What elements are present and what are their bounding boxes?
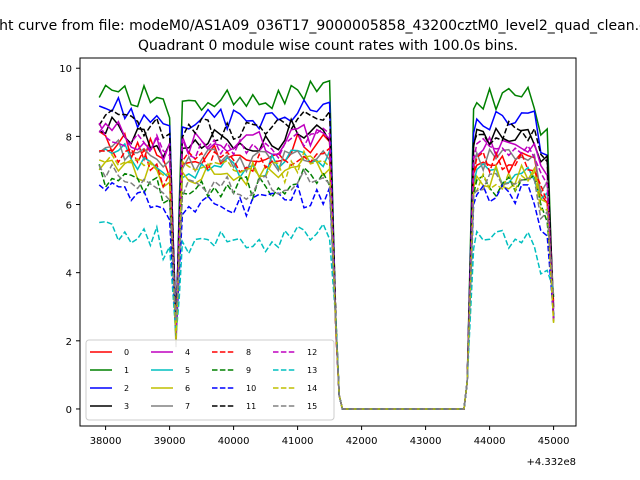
y-tick-label: 6	[66, 201, 72, 212]
legend-label-4: 4	[185, 348, 190, 357]
legend-box	[85, 339, 335, 421]
legend-label-3: 3	[124, 402, 129, 411]
series-line-11	[98, 109, 555, 410]
legend-label-1: 1	[124, 366, 129, 375]
legend-label-8: 8	[246, 348, 251, 357]
legend-label-6: 6	[185, 384, 190, 393]
y-tick-label: 4	[66, 269, 72, 280]
chart-title: Quadrant 0 module wise count rates with …	[138, 38, 518, 54]
legend-label-0: 0	[124, 348, 129, 357]
x-tick-label: 40000	[218, 436, 250, 447]
legend-label-10: 10	[246, 384, 256, 393]
x-tick-label: 45000	[538, 436, 570, 447]
legend-label-13: 13	[307, 366, 317, 375]
legend-label-14: 14	[307, 384, 317, 393]
plot-area	[98, 79, 555, 410]
y-tick-label: 8	[66, 132, 72, 143]
figure-suptitle: Light curve from file: modeM0/AS1A09_036…	[0, 18, 640, 34]
legend-label-11: 11	[246, 402, 256, 411]
x-tick-label: 41000	[282, 436, 314, 447]
legend-label-7: 7	[185, 402, 190, 411]
legend-label-15: 15	[307, 402, 317, 411]
series-line-15	[98, 163, 555, 410]
y-tick-label: 0	[66, 405, 72, 416]
legend-label-12: 12	[307, 348, 317, 357]
legend-label-9: 9	[246, 366, 251, 375]
legend-label-2: 2	[124, 384, 129, 393]
x-tick-label: 42000	[346, 436, 378, 447]
x-tick-label: 38000	[90, 436, 122, 447]
plot-frame	[79, 57, 577, 427]
legend-label-5: 5	[185, 366, 190, 375]
y-tick-label: 2	[66, 337, 72, 348]
x-tick-label: 39000	[154, 436, 186, 447]
y-tick-label: 10	[59, 64, 72, 75]
x-tick-label: 44000	[474, 436, 506, 447]
axes: 38000 39000 40000 41000 42000 43000 44000 45000…	[59, 64, 569, 447]
x-offset-label: +4.332e8	[526, 457, 576, 468]
x-tick-label: 43000	[410, 436, 442, 447]
